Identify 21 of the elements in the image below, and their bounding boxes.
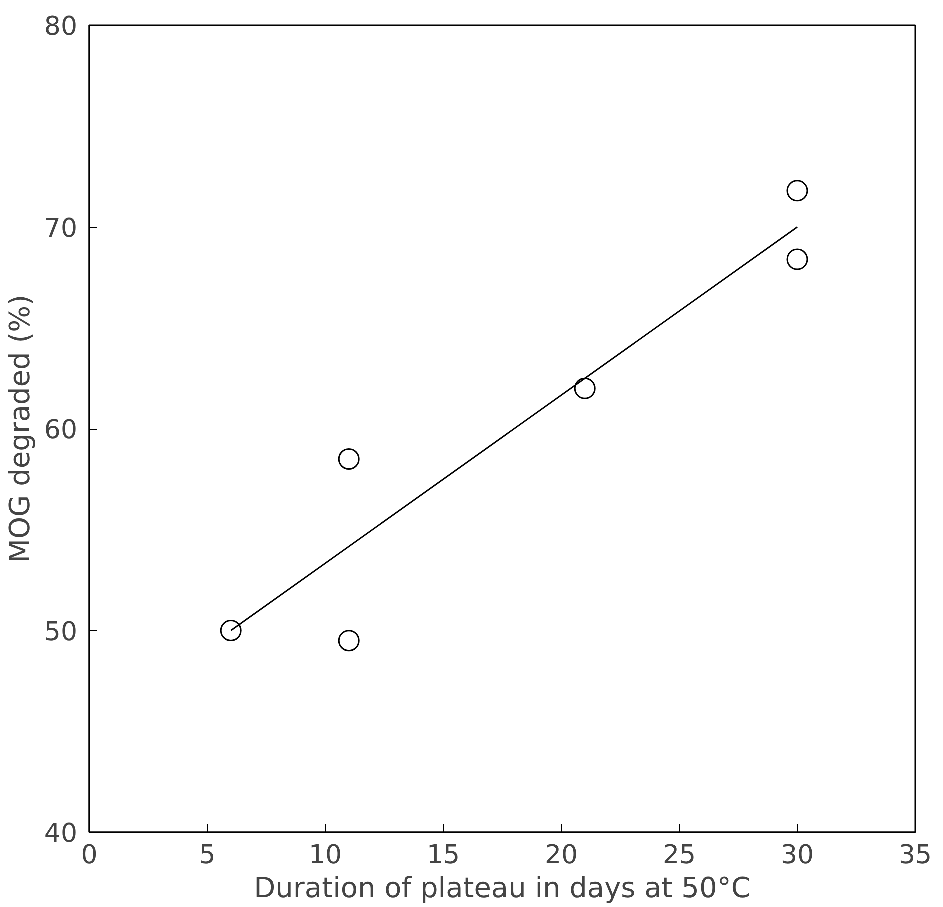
y-tick-label: 40 xyxy=(44,819,78,849)
x-tick-label: 20 xyxy=(544,840,578,870)
x-tick-label: 15 xyxy=(426,840,460,870)
y-axis-title: MOG degraded (%) xyxy=(3,294,36,564)
x-axis-title: Duration of plateau in days at 50°C xyxy=(254,872,751,904)
point xyxy=(338,630,360,652)
x-tick-label: 35 xyxy=(898,840,932,870)
x-tick-label: 25 xyxy=(662,840,696,870)
point xyxy=(574,378,596,400)
point xyxy=(786,248,808,270)
x-tick-label: 10 xyxy=(308,840,342,870)
x-tick-label: 30 xyxy=(780,840,814,870)
y-tick-label: 60 xyxy=(44,416,78,446)
y-tick-label: 70 xyxy=(44,214,78,244)
y-tick-label: 50 xyxy=(44,617,78,648)
point xyxy=(786,180,808,202)
x-tick-label: 0 xyxy=(81,840,98,870)
point xyxy=(338,448,360,470)
point xyxy=(220,620,242,642)
y-tick-label: 80 xyxy=(44,12,78,42)
x-tick-label: 5 xyxy=(199,840,216,870)
